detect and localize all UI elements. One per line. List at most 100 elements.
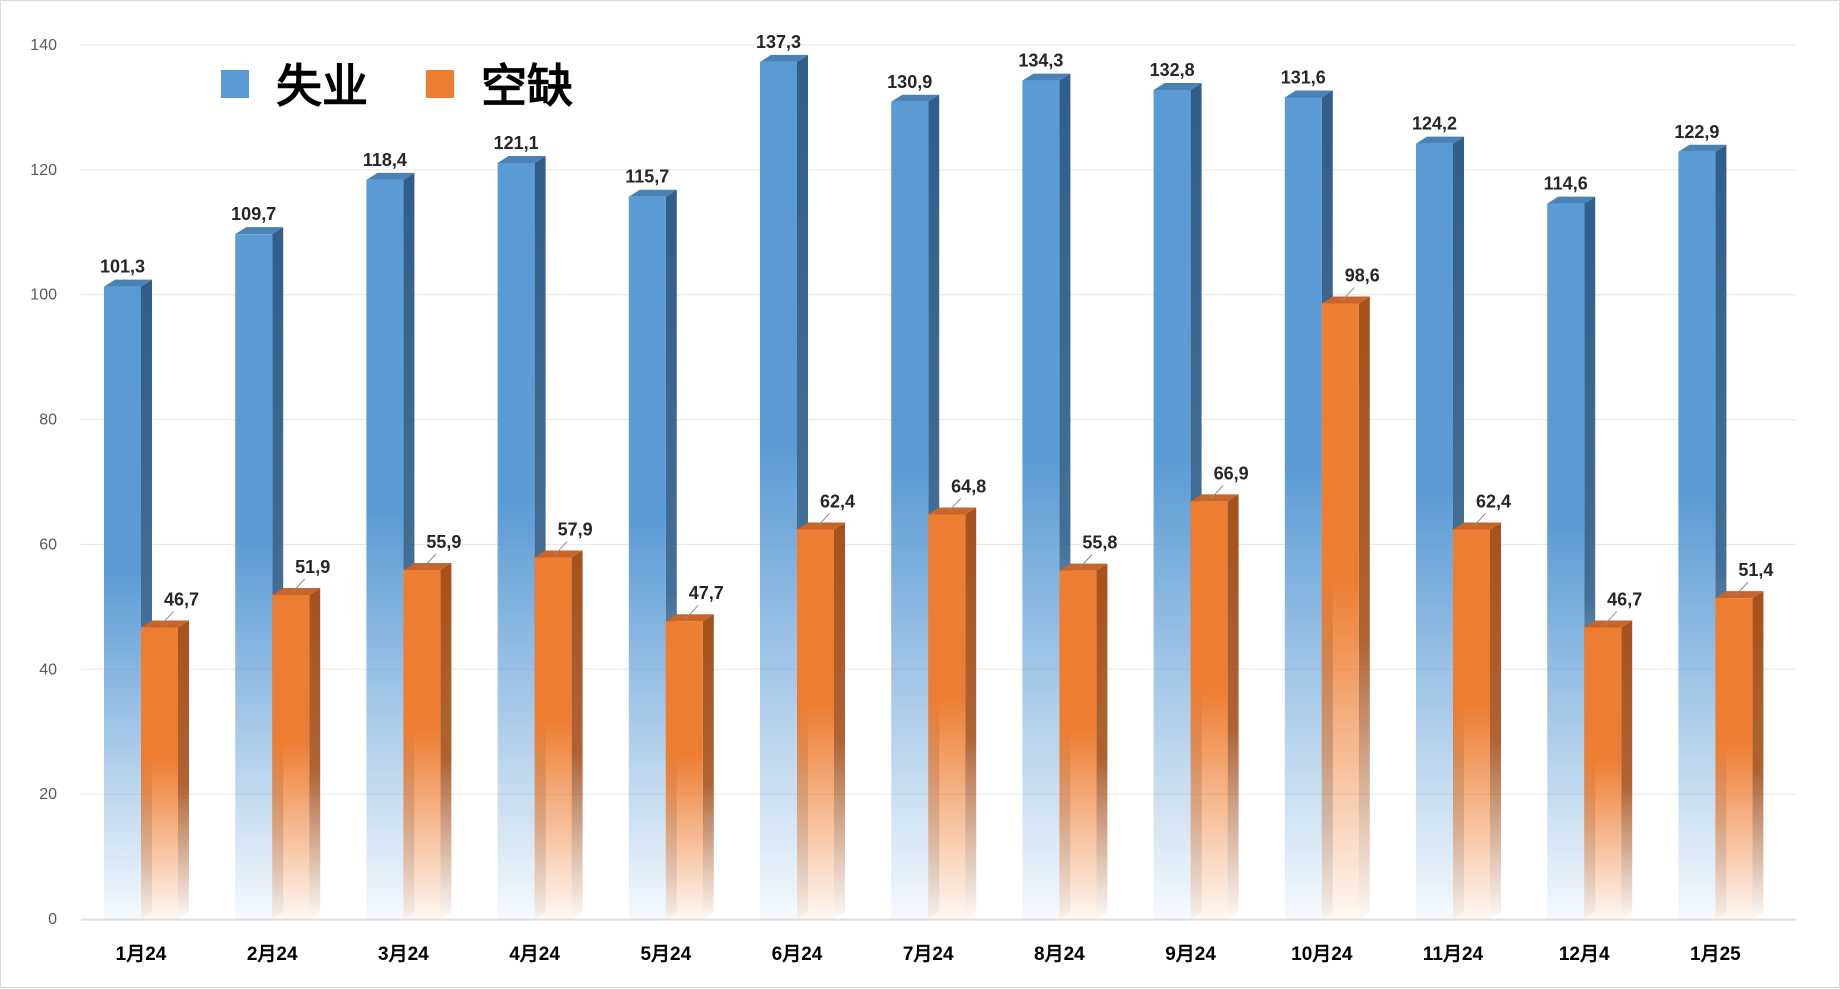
bar-front <box>628 196 666 920</box>
bars <box>104 54 1764 920</box>
bar-front <box>104 286 141 919</box>
data-label-vacancies-1: 51,9 <box>295 557 330 577</box>
bar-side <box>440 563 452 919</box>
bar-front <box>403 570 441 919</box>
bar-vacancies-0 <box>141 620 189 919</box>
bar-front <box>1022 80 1060 919</box>
x-tick-label-11: 12月4 <box>1559 944 1610 965</box>
bar-front <box>497 162 535 920</box>
x-tick-label-4: 5月24 <box>640 944 691 965</box>
data-label-unemployment-10: 124,2 <box>1412 114 1457 134</box>
y-tick-label-80: 80 <box>39 412 57 429</box>
bar-side <box>571 550 583 919</box>
bar-front <box>1715 598 1753 919</box>
bar-vacancies-8 <box>1190 494 1239 919</box>
legend-swatch-unemployment <box>221 70 249 98</box>
bar-front <box>928 514 966 919</box>
bar-front <box>1190 501 1228 919</box>
x-tick-label-8: 9月24 <box>1165 944 1216 965</box>
bar-vacancies-12 <box>1715 591 1764 919</box>
bar-vacancies-9 <box>1321 296 1370 919</box>
bar-front <box>1584 627 1622 919</box>
bar-top <box>1584 620 1633 628</box>
x-tick-label-3: 4月24 <box>509 944 560 965</box>
bar-side <box>834 522 845 919</box>
bar-top <box>928 507 977 515</box>
x-tick-label-2: 3月24 <box>378 944 429 965</box>
data-label-leader <box>554 541 568 555</box>
x-tick-label-6: 7月24 <box>903 944 954 965</box>
bar-side <box>1490 522 1501 919</box>
bar-front <box>797 529 834 919</box>
bar-front <box>1059 570 1097 919</box>
bar-top <box>1153 82 1202 90</box>
bar-front <box>1321 303 1359 919</box>
bar-unemployment-4 <box>628 189 677 920</box>
data-label-unemployment-8: 132,8 <box>1150 60 1195 80</box>
bar-front <box>1453 529 1490 919</box>
y-tick-label-140: 140 <box>30 37 57 54</box>
data-label-leader <box>685 604 699 619</box>
data-label-leader <box>1735 581 1749 596</box>
bar-top <box>497 155 546 163</box>
data-label-unemployment-9: 131,6 <box>1281 67 1326 87</box>
data-label-leader <box>161 611 174 625</box>
bar-vacancies-10 <box>1453 522 1501 919</box>
x-tick-label-7: 8月24 <box>1034 944 1085 965</box>
bar-top <box>235 227 284 235</box>
bar-side <box>1096 563 1108 919</box>
y-tick-label-20: 20 <box>39 786 57 803</box>
data-label-vacancies-6: 64,8 <box>951 476 986 496</box>
bar-front <box>235 234 273 919</box>
bar-side <box>965 507 977 919</box>
data-label-unemployment-6: 130,9 <box>887 72 932 92</box>
bar-top <box>403 563 452 571</box>
bar-front <box>665 621 703 919</box>
x-tick-label-10: 11月24 <box>1423 944 1484 965</box>
x-tick-label-5: 6月24 <box>772 944 823 965</box>
bar-top <box>1022 73 1071 81</box>
bar-top <box>1190 494 1239 502</box>
bar-side <box>702 614 714 919</box>
legend-label-unemployment: 失业 <box>276 59 368 113</box>
bar-top <box>891 94 940 102</box>
bar-front <box>1416 143 1453 919</box>
bar-top <box>1416 136 1464 144</box>
data-label-leader <box>292 578 306 593</box>
data-label-vacancies-11: 46,7 <box>1607 589 1642 609</box>
x-axis: 1月24 2月24 3月24 4月24 5月24 6月24 7月24 8月24 9月24 10月2… <box>116 944 1742 965</box>
legend-label-vacancies: 空缺 <box>481 59 573 113</box>
bar-top <box>628 189 677 197</box>
data-label-vacancies-3: 57,9 <box>558 520 593 540</box>
bar-top <box>1284 90 1333 98</box>
data-label-leader <box>423 553 437 568</box>
data-label-unemployment-5: 137,3 <box>756 32 801 52</box>
x-tick-label-9: 10月24 <box>1291 944 1353 965</box>
y-tick-label-40: 40 <box>39 661 57 678</box>
bar-top <box>1059 563 1108 571</box>
bar-front <box>272 594 310 919</box>
y-tick-label-0: 0 <box>48 911 57 928</box>
bar-top <box>797 522 845 530</box>
y-tick-label-100: 100 <box>30 287 57 304</box>
data-label-leader <box>1079 554 1093 568</box>
x-tick-label-12: 1月25 <box>1690 944 1741 965</box>
data-label-vacancies-0: 46,7 <box>164 589 199 609</box>
bar-top <box>1715 591 1764 599</box>
bar-top <box>1453 522 1501 530</box>
bar-front <box>534 557 572 919</box>
bar-top <box>366 172 415 180</box>
bar-front <box>1547 203 1585 919</box>
bar-front <box>760 61 797 919</box>
bar-front <box>891 101 929 919</box>
bar-top <box>1547 196 1596 204</box>
bar-side <box>1752 591 1764 919</box>
data-label-leader <box>948 498 962 512</box>
data-label-vacancies-8: 66,9 <box>1214 463 1249 483</box>
legend-swatch-vacancies <box>426 70 454 98</box>
bar-side <box>1358 296 1370 919</box>
data-label-vacancies-5: 62,4 <box>820 491 855 511</box>
data-label-unemployment-0: 101,3 <box>100 257 145 277</box>
legend: 失业 空缺 <box>221 59 573 113</box>
